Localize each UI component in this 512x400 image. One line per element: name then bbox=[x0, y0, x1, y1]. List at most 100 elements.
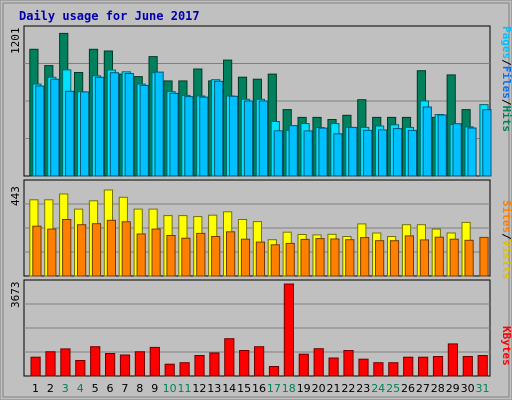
x-tick-label-day-25: 25 bbox=[386, 382, 400, 395]
bar-sites-day-29 bbox=[449, 238, 459, 277]
chart-title: Daily usage for June 2017 bbox=[19, 9, 200, 23]
bar-pages-day-21 bbox=[333, 133, 343, 177]
x-tick-label-day-12: 12 bbox=[192, 382, 206, 395]
x-tick-label-day-13: 13 bbox=[207, 382, 221, 395]
x-tick-label-day-22: 22 bbox=[341, 382, 355, 395]
legend-visits: Visits bbox=[500, 240, 512, 280]
bar-marks bbox=[29, 32, 492, 377]
bar-sites-day-18 bbox=[285, 242, 295, 277]
bar-sites-day-22 bbox=[345, 239, 355, 277]
x-tick-label-day-2: 2 bbox=[47, 382, 54, 395]
bar-kbytes-day-7 bbox=[119, 354, 131, 377]
bar-sites-day-25 bbox=[389, 240, 400, 277]
bar-pages-day-26 bbox=[407, 129, 417, 177]
bar-sites-day-1 bbox=[32, 225, 42, 277]
bar-pages-day-29 bbox=[452, 123, 462, 177]
bar-pages-day-1 bbox=[35, 85, 45, 177]
legend-sep-2: / bbox=[500, 99, 512, 106]
x-tick-label-day-26: 26 bbox=[401, 382, 415, 395]
x-tick-label-day-20: 20 bbox=[312, 382, 326, 395]
bar-kbytes-day-13 bbox=[209, 352, 220, 377]
bar-sites-day-2 bbox=[47, 228, 57, 277]
bar-pages-day-14 bbox=[229, 95, 239, 177]
bar-kbytes-day-21 bbox=[328, 357, 339, 377]
bar-kbytes-day-22 bbox=[343, 350, 354, 377]
bar-pages-day-12 bbox=[199, 96, 209, 177]
bar-pages-day-20 bbox=[318, 127, 328, 177]
bar-kbytes-day-23 bbox=[358, 358, 369, 377]
bar-kbytes-day-1 bbox=[30, 356, 41, 377]
bar-kbytes-day-9 bbox=[149, 346, 160, 377]
visits-panel-legend: Sites/Visits bbox=[500, 200, 512, 280]
bar-kbytes-day-11 bbox=[179, 362, 190, 377]
bar-kbytes-day-28 bbox=[432, 356, 444, 377]
x-tick-label-day-23: 23 bbox=[356, 382, 370, 395]
bar-sites-day-31 bbox=[479, 236, 489, 277]
x-tick-label-day-24: 24 bbox=[371, 382, 385, 395]
hits-panel-legend: Pages/Files/Hits bbox=[500, 26, 512, 132]
bar-kbytes-day-17 bbox=[268, 366, 280, 377]
bar-pages-day-13 bbox=[214, 80, 224, 177]
bar-sites-day-28 bbox=[434, 236, 444, 277]
x-tick-label-day-7: 7 bbox=[121, 382, 128, 395]
x-tick-label-day-8: 8 bbox=[136, 382, 143, 395]
bar-kbytes-day-15 bbox=[239, 350, 250, 377]
x-tick-label-day-21: 21 bbox=[327, 382, 341, 395]
bar-pages-day-15 bbox=[243, 100, 254, 177]
bar-kbytes-day-25 bbox=[388, 362, 399, 377]
bar-kbytes-day-29 bbox=[447, 343, 458, 377]
x-tick-label-day-17: 17 bbox=[267, 382, 281, 395]
legend-pages: Pages bbox=[500, 26, 512, 59]
x-tick-label-day-19: 19 bbox=[297, 382, 311, 395]
x-tick-label-day-5: 5 bbox=[92, 382, 99, 395]
hits-panel-ymax-label: 1201 bbox=[9, 28, 22, 55]
bar-pages-day-27 bbox=[422, 106, 432, 177]
x-tick-label-day-11: 11 bbox=[178, 382, 192, 395]
bar-kbytes-day-27 bbox=[418, 356, 429, 377]
x-tick-label-day-6: 6 bbox=[107, 382, 114, 395]
bar-kbytes-day-26 bbox=[403, 356, 414, 377]
x-tick-label-day-31: 31 bbox=[476, 382, 490, 395]
bar-sites-day-8 bbox=[136, 233, 146, 277]
bar-kbytes-day-8 bbox=[134, 351, 146, 377]
bar-kbytes-day-20 bbox=[313, 348, 324, 377]
bar-sites-day-30 bbox=[464, 239, 474, 277]
bar-pages-day-25 bbox=[392, 128, 403, 177]
bar-pages-day-17 bbox=[273, 130, 283, 177]
bar-pages-day-9 bbox=[154, 71, 164, 177]
bar-kbytes-day-3 bbox=[60, 348, 71, 377]
bar-sites-day-7 bbox=[121, 221, 131, 277]
x-tick-label-day-27: 27 bbox=[416, 382, 430, 395]
x-tick-label-day-3: 3 bbox=[62, 382, 69, 395]
bar-sites-day-23 bbox=[360, 237, 370, 277]
bar-pages-day-16 bbox=[258, 100, 268, 177]
x-tick-label-day-4: 4 bbox=[77, 382, 84, 395]
bar-sites-day-16 bbox=[255, 241, 265, 277]
bar-sites-day-3 bbox=[62, 219, 72, 277]
bar-kbytes-day-4 bbox=[75, 360, 86, 377]
visits-panel-ymax-label: 443 bbox=[9, 186, 22, 206]
bar-pages-day-22 bbox=[348, 126, 358, 177]
x-tick-label-day-29: 29 bbox=[446, 382, 460, 395]
bar-kbytes-day-12 bbox=[194, 355, 205, 377]
bar-sites-day-15 bbox=[240, 238, 251, 277]
bar-sites-day-4 bbox=[77, 224, 87, 277]
bar-kbytes-day-6 bbox=[105, 353, 116, 377]
bar-pages-day-31 bbox=[482, 109, 492, 177]
bar-sites-day-24 bbox=[375, 240, 385, 277]
bar-kbytes-day-2 bbox=[45, 351, 56, 377]
bar-kbytes-day-31 bbox=[477, 355, 488, 377]
x-tick-label-day-9: 9 bbox=[151, 382, 158, 395]
bar-sites-day-21 bbox=[330, 238, 340, 277]
bar-pages-day-5 bbox=[94, 76, 105, 177]
x-tick-label-day-15: 15 bbox=[237, 382, 251, 395]
bar-pages-day-3 bbox=[65, 90, 75, 177]
bar-pages-day-23 bbox=[363, 129, 373, 177]
legend-sep-3: / bbox=[500, 233, 512, 240]
x-axis-day-labels: 1 2 3 4 5 6 7 8 9 10 11 12 13 14 15 16 17 18 19 20 21 22 23 24 2… bbox=[32, 382, 490, 395]
bar-sites-day-17 bbox=[270, 244, 280, 277]
bar-pages-day-10 bbox=[169, 92, 179, 177]
bar-sites-day-14 bbox=[226, 231, 236, 277]
